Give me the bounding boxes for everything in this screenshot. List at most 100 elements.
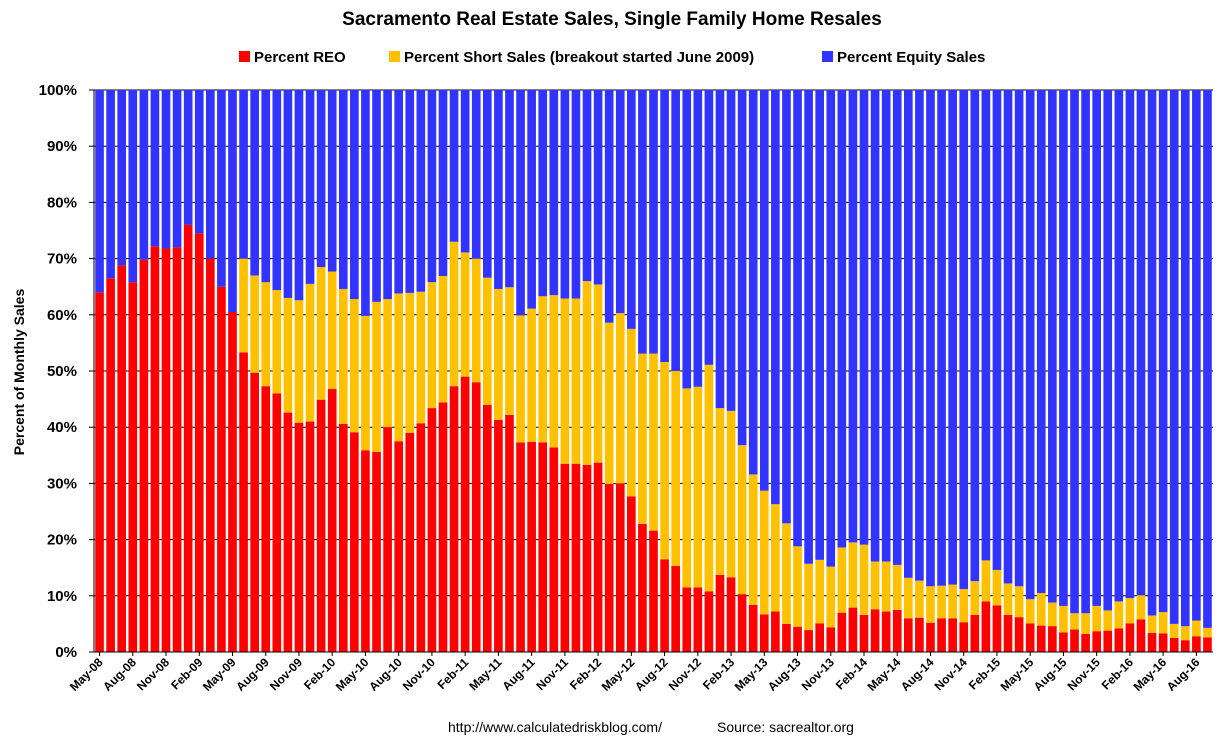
bar-segment-equity	[117, 90, 127, 266]
bar-segment-equity	[549, 90, 559, 296]
bar-segment-short-sales	[1125, 598, 1135, 624]
bar-segment-equity	[228, 90, 237, 312]
bar-segment-reo	[1070, 629, 1079, 652]
bar-segment-reo	[549, 447, 559, 652]
bar-segment-reo	[427, 408, 437, 652]
bar-segment-short-sales	[1036, 592, 1046, 626]
bar-segment-equity	[1136, 90, 1146, 596]
bar-segment-equity	[416, 90, 426, 292]
x-axis-ticks: May-08Aug-08Nov-08Feb-09May-09Aug-09Nov-…	[67, 652, 1203, 694]
x-tick-label: Nov-10	[400, 655, 438, 693]
bar-segment-short-sales	[560, 298, 570, 464]
bar-segment-short-sales	[338, 288, 348, 424]
bar-segment-equity	[615, 90, 625, 314]
bar-segment-reo	[527, 441, 536, 652]
bar-segment-equity	[926, 90, 935, 587]
x-tick-label: Feb-16	[1099, 655, 1136, 692]
bar-segment-equity	[372, 90, 381, 302]
bar-segment-reo	[1048, 626, 1057, 652]
bar-segment-short-sales	[250, 275, 259, 373]
bar-segment-equity	[383, 90, 392, 300]
x-tick-label: Feb-11	[435, 655, 472, 692]
bar-segment-equity	[1192, 90, 1201, 621]
bar-segment-short-sales	[693, 386, 703, 588]
bar-segment-equity	[793, 90, 802, 547]
legend-swatch-reo	[239, 51, 250, 62]
bar-segment-reo	[582, 464, 592, 652]
bar-segment-reo	[117, 265, 127, 652]
bar-segment-equity	[139, 90, 149, 260]
bar-segment-short-sales	[1147, 615, 1157, 633]
bar-segment-short-sales	[837, 547, 847, 613]
x-tick-label: Nov-11	[533, 655, 571, 693]
bar-segment-short-sales	[350, 299, 359, 433]
x-tick-label: May-10	[333, 655, 372, 694]
bar-segment-reo	[704, 591, 714, 652]
bar-segment-short-sales	[848, 542, 858, 608]
bar-segment-equity	[128, 90, 138, 283]
bar-segment-short-sales	[759, 490, 769, 615]
bar-segment-equity	[804, 90, 813, 564]
bar-segment-reo	[959, 622, 969, 652]
legend: Percent REO Percent Short Sales (breakou…	[239, 49, 985, 66]
bar-segment-equity	[294, 90, 304, 301]
bar-segment-reo	[405, 432, 415, 652]
bar-segment-equity	[815, 90, 825, 560]
bar-segment-reo	[604, 483, 614, 652]
bar-segment-equity	[859, 90, 869, 545]
bar-segment-short-sales	[981, 560, 991, 602]
bar-segment-equity	[904, 90, 913, 578]
bar-segment-equity	[438, 90, 448, 277]
bar-segment-reo	[383, 427, 392, 652]
bar-segment-equity	[538, 90, 548, 297]
bar-segment-reo	[892, 609, 902, 652]
bar-segment-reo	[505, 414, 514, 652]
bar-segment-short-sales	[704, 364, 714, 592]
bar-segment-reo	[394, 441, 403, 652]
bar-segment-equity	[726, 90, 736, 411]
bar-segment-equity	[305, 90, 315, 284]
x-tick-label: Aug-12	[632, 655, 671, 694]
bar-segment-equity	[826, 90, 836, 567]
bar-segment-short-sales	[937, 585, 946, 619]
bar-segment-equity	[593, 90, 603, 285]
bar-segment-reo	[172, 247, 182, 653]
bar-segment-reo	[327, 388, 337, 652]
bar-segment-reo	[859, 614, 869, 652]
bar-segment-reo	[693, 587, 703, 652]
bar-segment-equity	[571, 90, 581, 299]
bar-segment-reo	[904, 618, 913, 652]
bar-segment-equity	[748, 90, 758, 475]
bar-segment-reo	[638, 523, 647, 652]
bar-segment-reo	[1103, 630, 1113, 652]
bar-segment-equity	[482, 90, 492, 278]
bar-segment-equity	[1036, 90, 1046, 593]
bar-segment-short-sales	[527, 308, 536, 442]
bar-segment-short-sales	[970, 581, 980, 615]
bar-segment-equity	[239, 90, 248, 259]
bar-segment-equity	[915, 90, 924, 581]
bar-segment-short-sales	[582, 281, 592, 465]
bar-segment-equity	[505, 90, 514, 288]
bar-segment-reo	[128, 282, 138, 652]
bar-segment-equity	[638, 90, 647, 354]
bar-segment-equity	[161, 90, 171, 249]
bar-segment-reo	[194, 233, 204, 652]
bar-segment-reo	[305, 421, 315, 652]
bar-segment-short-sales	[1070, 613, 1079, 630]
bar-segment-reo	[228, 311, 237, 652]
bar-segment-equity	[427, 90, 437, 283]
bar-segment-reo	[848, 607, 858, 652]
bar-segment-reo	[1125, 623, 1135, 652]
bar-segment-reo	[1081, 634, 1090, 652]
y-tick-label: 100%	[39, 82, 77, 99]
x-tick-label: Feb-12	[567, 655, 604, 692]
bar-segment-equity	[1081, 90, 1090, 614]
bar-segment-equity	[682, 90, 692, 389]
bar-segment-short-sales	[1025, 599, 1035, 624]
bar-segment-reo	[837, 612, 847, 652]
bar-segment-short-sales	[361, 315, 370, 451]
bar-segment-short-sales	[405, 292, 415, 433]
bar-segment-short-sales	[682, 388, 692, 588]
